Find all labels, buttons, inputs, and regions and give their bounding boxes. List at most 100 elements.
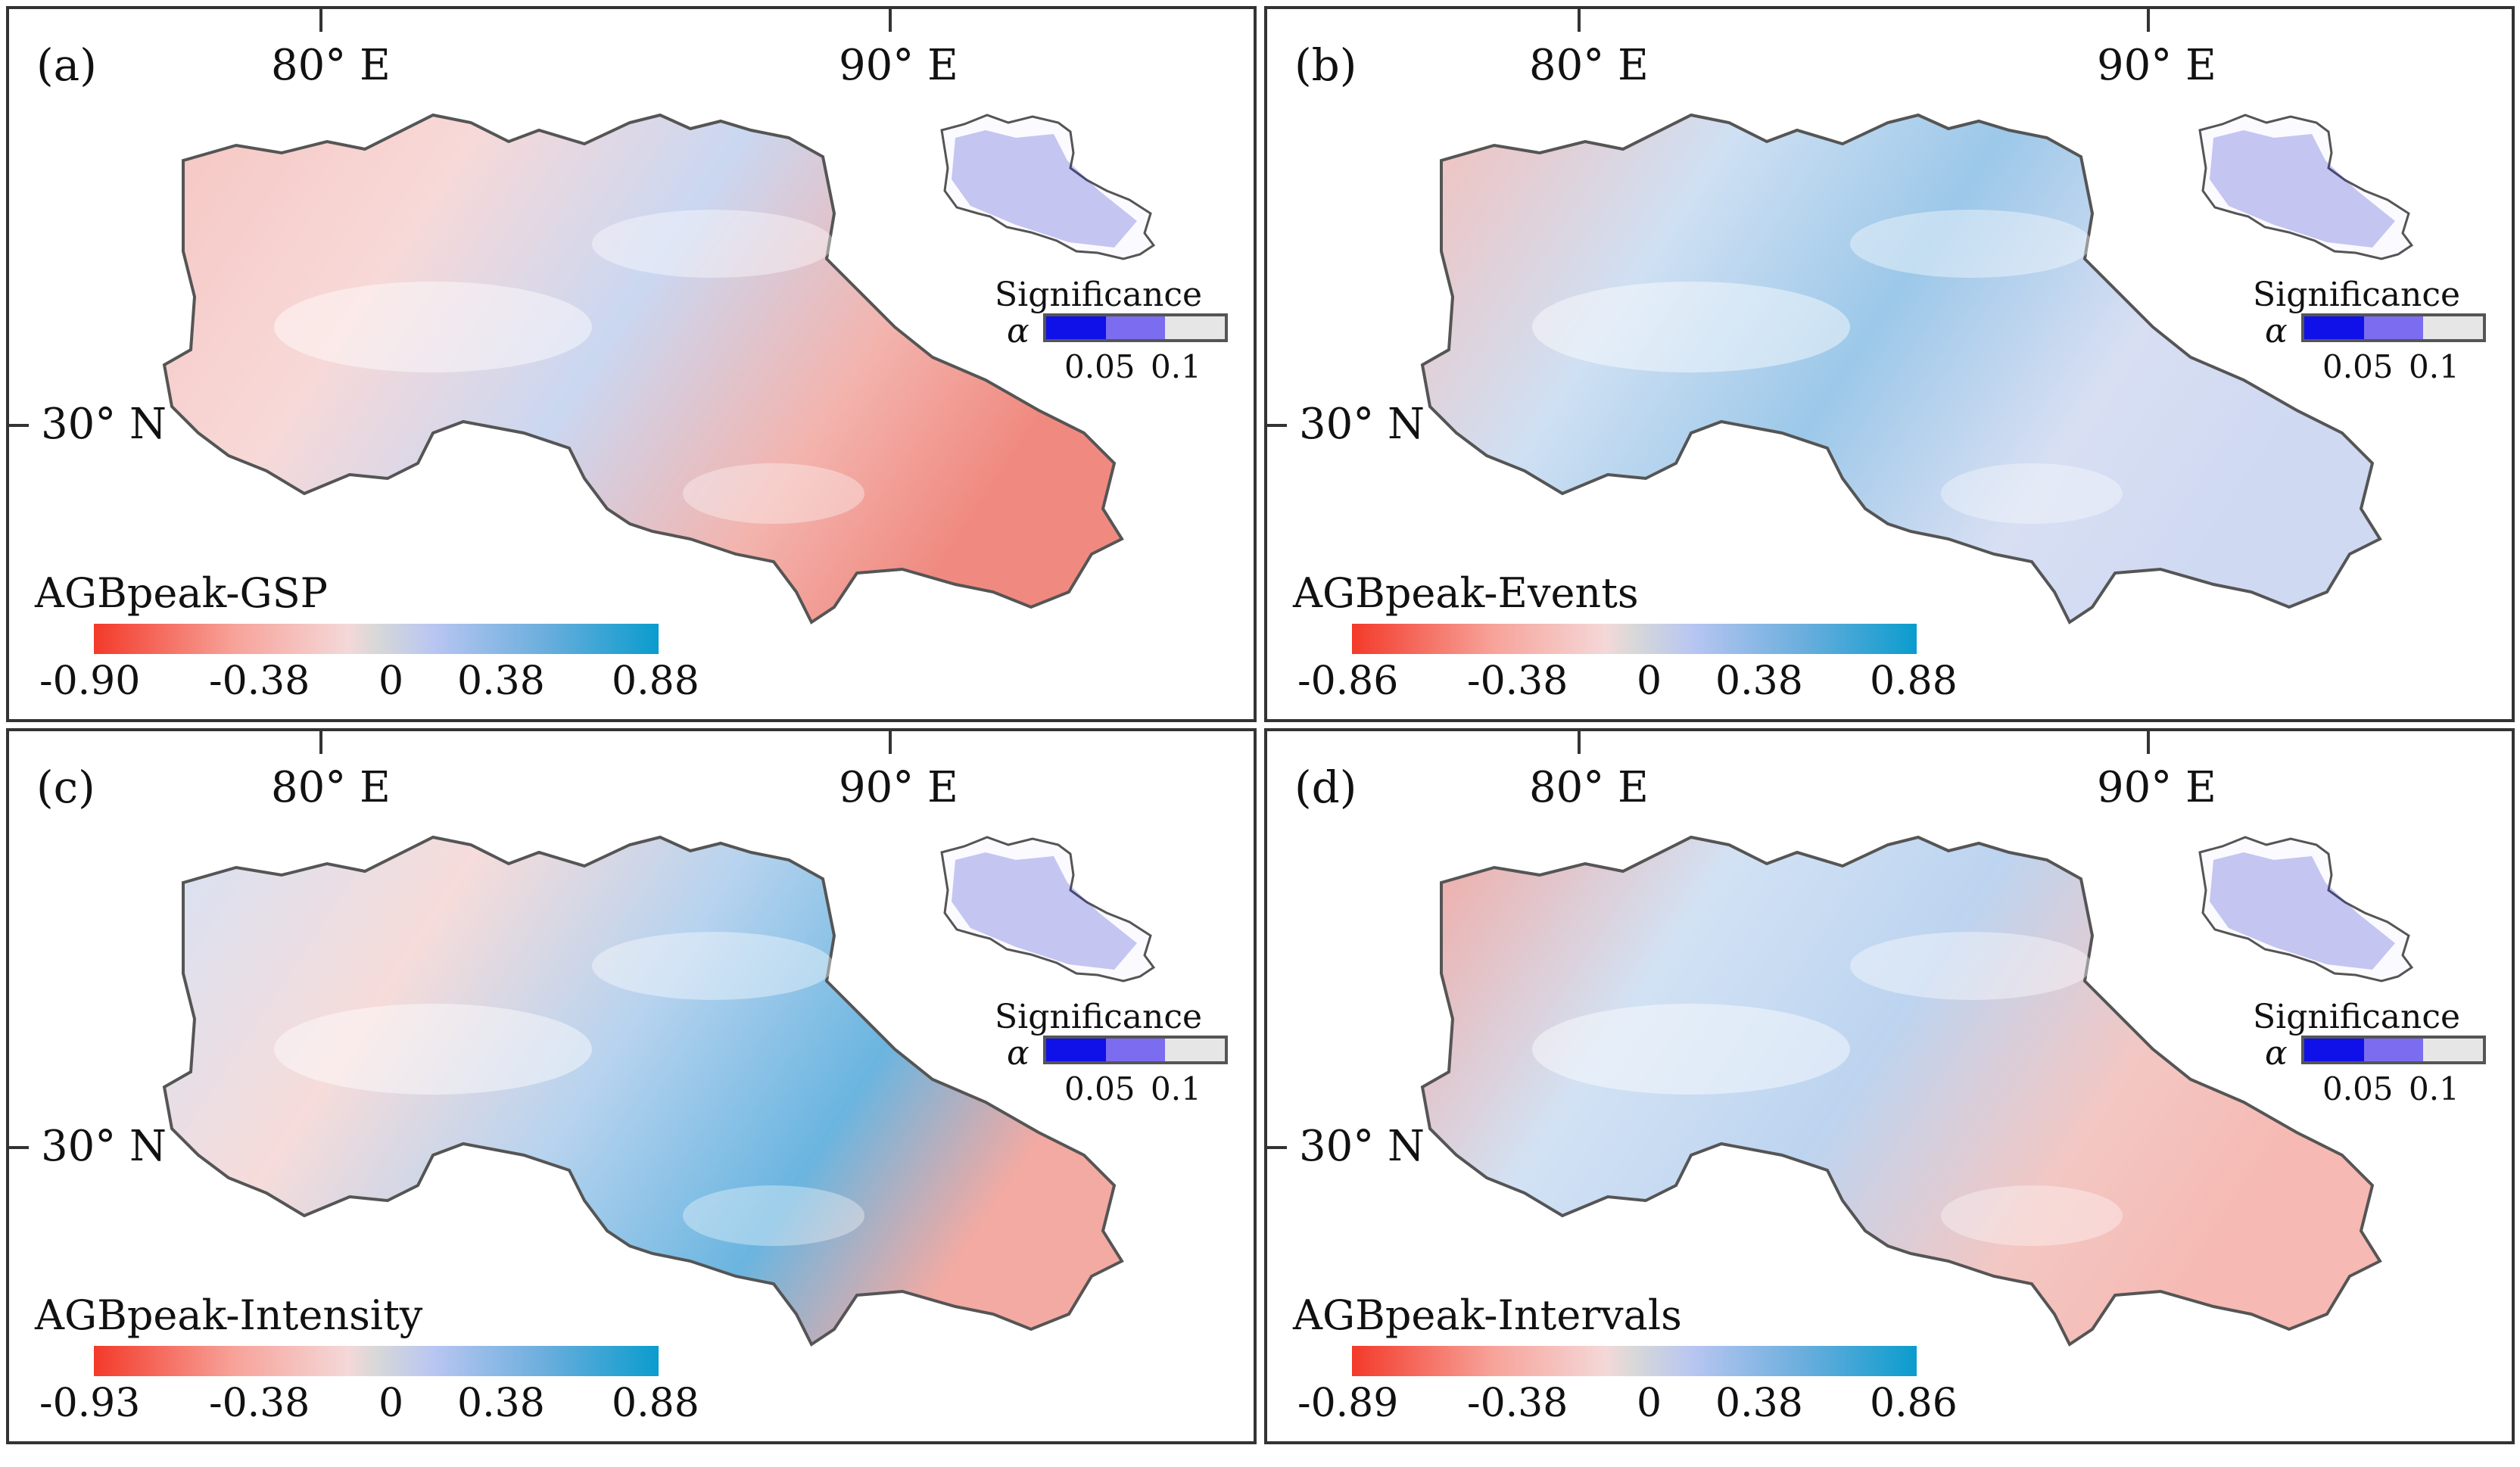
latitude-label-30: 30° N <box>41 400 167 449</box>
sparse-patch <box>274 1004 592 1095</box>
longitude-label-90: 90° E <box>2097 41 2216 90</box>
sparse-patch <box>1941 463 2123 524</box>
longitude-label-80: 80° E <box>1529 41 1649 90</box>
map-panel-b: (b) 80° E 90° E 30° N <box>1264 6 2515 722</box>
longitude-label-80: 80° E <box>1529 763 1649 812</box>
colorbar-tick-max: 0.88 <box>612 1381 699 1426</box>
latitude-label-30: 30° N <box>1299 400 1425 449</box>
latitude-tick-30 <box>9 1146 29 1149</box>
alpha-symbol: α <box>1007 1034 1029 1073</box>
significance-title: Significance <box>995 998 1203 1036</box>
significance-legend <box>1043 1036 1228 1064</box>
longitude-label-90: 90° E <box>839 763 958 812</box>
colorbar-tick-max: 0.86 <box>1870 1381 1958 1426</box>
sig-level-01 <box>2363 1039 2424 1061</box>
sig-tick-005: 0.05 <box>2322 1070 2394 1107</box>
significance-legend <box>1043 313 1228 342</box>
variable-title: AGBpeak-Intensity <box>35 1291 423 1339</box>
panel-label: (c) <box>36 762 95 813</box>
panel-label: (b) <box>1294 39 1357 91</box>
inset-significant-area <box>2210 130 2395 248</box>
correlation-map <box>162 113 1156 624</box>
longitude-tick-80 <box>1578 9 1581 32</box>
latitude-tick-30 <box>1267 1146 1287 1149</box>
map-panel-c: (c) 80° E 90° E 30° N <box>6 728 1257 1444</box>
sig-tick-01: 0.1 <box>2409 1070 2459 1107</box>
colorbar-tick-pos: 0.38 <box>1715 659 1803 704</box>
variable-title: AGBpeak-GSP <box>35 569 329 617</box>
sig-level-01 <box>1105 1039 1166 1061</box>
longitude-tick-80 <box>1578 731 1581 754</box>
colorbar-tick-min: -0.86 <box>1297 659 1399 704</box>
sig-tick-01: 0.1 <box>1151 1070 1201 1107</box>
inset-significant-area <box>952 130 1137 248</box>
sig-level-ns <box>2423 316 2484 339</box>
sig-level-01 <box>1105 316 1166 339</box>
inset-plateau-outline <box>2198 114 2414 260</box>
colorbar-tick-zero: 0 <box>378 1381 404 1426</box>
sparse-patch <box>1532 282 1850 372</box>
latitude-label-30: 30° N <box>41 1122 167 1171</box>
latitude-label-30: 30° N <box>1299 1122 1425 1171</box>
longitude-label-80: 80° E <box>271 41 391 90</box>
sparse-patch <box>592 210 834 278</box>
colorbar-tick-neg: -0.38 <box>209 659 310 704</box>
significance-title: Significance <box>2253 276 2461 314</box>
colorbar-tick-min: -0.93 <box>39 1381 141 1426</box>
longitude-tick-90 <box>2147 9 2150 32</box>
colorbar <box>94 1346 659 1376</box>
latitude-tick-30 <box>9 424 29 427</box>
correlation-map <box>162 835 1156 1347</box>
map-panel-d: (d) 80° E 90° E 30° N <box>1264 728 2515 1444</box>
colorbar-tick-max: 0.88 <box>1870 659 1958 704</box>
correlation-map <box>1420 113 2414 624</box>
colorbar-tick-min: -0.89 <box>1297 1381 1399 1426</box>
panel-label: (a) <box>36 39 97 91</box>
plateau-region <box>162 113 1124 624</box>
colorbar <box>94 624 659 654</box>
colorbar-tick-pos: 0.38 <box>457 1381 545 1426</box>
correlation-map <box>1420 835 2414 1347</box>
colorbar-tick-min: -0.90 <box>39 659 141 704</box>
colorbar-tick-zero: 0 <box>1637 1381 1662 1426</box>
colorbar-tick-zero: 0 <box>1637 659 1662 704</box>
inset-significant-area <box>2210 852 2395 970</box>
significance-inset <box>2198 836 2414 983</box>
plateau-region <box>1420 113 2382 624</box>
sig-level-005 <box>1046 1039 1106 1061</box>
inset-plateau-outline <box>2198 836 2414 983</box>
colorbar <box>1352 624 1917 654</box>
colorbar-tick-zero: 0 <box>378 659 404 704</box>
longitude-label-90: 90° E <box>2097 763 2216 812</box>
sparse-patch <box>1941 1185 2123 1246</box>
significance-title: Significance <box>2253 998 2461 1036</box>
significance-inset <box>940 114 1156 260</box>
longitude-tick-80 <box>319 731 322 754</box>
sig-tick-01: 0.1 <box>1151 348 1201 385</box>
variable-title: AGBpeak-Events <box>1293 569 1639 617</box>
significance-title: Significance <box>995 276 1203 314</box>
longitude-label-80: 80° E <box>271 763 391 812</box>
longitude-tick-90 <box>889 9 892 32</box>
significance-inset <box>940 836 1156 983</box>
sparse-patch <box>1532 1004 1850 1095</box>
sig-level-005 <box>1046 316 1106 339</box>
alpha-symbol: α <box>2265 312 2288 350</box>
panel-label: (d) <box>1294 762 1357 813</box>
sig-level-005 <box>2304 1039 2364 1061</box>
sparse-patch <box>1850 210 2092 278</box>
alpha-symbol: α <box>2265 1034 2288 1073</box>
sparse-patch <box>592 932 834 1000</box>
significance-inset <box>2198 114 2414 260</box>
plateau-region <box>1420 835 2382 1347</box>
inset-plateau-outline <box>940 836 1156 983</box>
sparse-patch <box>1850 932 2092 1000</box>
plateau-region <box>162 835 1124 1347</box>
sparse-patch <box>683 1185 864 1246</box>
inset-significant-area <box>952 852 1137 970</box>
sig-tick-005: 0.05 <box>1064 348 1135 385</box>
alpha-symbol: α <box>1007 312 1029 350</box>
longitude-tick-90 <box>2147 731 2150 754</box>
significance-legend <box>2301 313 2486 342</box>
colorbar-tick-neg: -0.38 <box>209 1381 310 1426</box>
